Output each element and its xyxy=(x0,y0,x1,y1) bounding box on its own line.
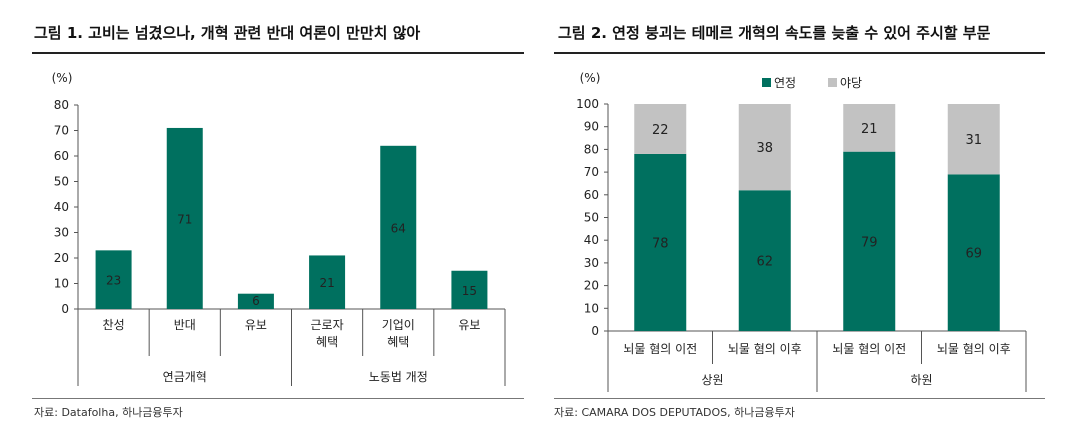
chart-1-y-tick-label: 50 xyxy=(54,175,69,189)
chart-2-y-tick-label: 10 xyxy=(584,301,599,315)
chart-1-category-label: 유보 xyxy=(458,318,480,332)
chart-1-bar xyxy=(309,255,346,309)
chart-2-bar-opposition xyxy=(843,104,896,152)
chart-2-bar-coalition xyxy=(947,174,1000,331)
chart-2-bar-opposition xyxy=(947,104,1000,175)
chart-1-y-tick-label: 40 xyxy=(54,200,69,214)
chart-2-y-tick-label: 70 xyxy=(584,165,599,179)
chart-1-y-tick-label: 30 xyxy=(54,226,69,240)
chart-1-data-label: 15 xyxy=(462,284,477,298)
chart-1-source: 자료: Datafolha, 하나금융투자 xyxy=(34,406,183,419)
chart-2-category-label: 뇌물 혐의 이전 xyxy=(623,342,697,356)
chart-1-bar xyxy=(166,127,203,309)
chart-2-bar-opposition xyxy=(738,104,791,191)
chart-2-bar-opposition xyxy=(634,104,687,154)
chart-1-data-label: 23 xyxy=(106,274,121,288)
chart-1-y-tick-label: 20 xyxy=(54,251,69,265)
chart-2-legend-label: 야당 xyxy=(840,76,862,90)
chart-1-data-label: 71 xyxy=(177,212,192,226)
chart-1-y-tick-label: 10 xyxy=(54,277,69,291)
chart-2-bar-coalition xyxy=(634,153,687,331)
chart-2-data-label: 78 xyxy=(652,236,669,251)
chart-1-group-label: 노동법 개정 xyxy=(369,370,428,384)
chart-2-legend-swatch xyxy=(762,78,771,87)
chart-2-source-rule xyxy=(554,398,1045,399)
chart-1-y-tick-label: 70 xyxy=(54,124,69,138)
chart-2-legend-label: 연정 xyxy=(774,76,796,90)
chart-1-category-label: 기업이 혜택 xyxy=(382,318,415,349)
chart-1-unit-label: (%) xyxy=(52,71,73,85)
chart-panel-1: 그림 1. 고비는 넘겼으나, 개혁 관련 반대 여론이 만만치 않아 (%) 0… xyxy=(0,0,530,439)
chart-1-bar xyxy=(237,293,274,309)
chart-2-group-label: 하원 xyxy=(910,373,932,387)
chart-2-y-tick-label: 60 xyxy=(584,188,599,202)
chart-2-legend-swatch xyxy=(828,78,837,87)
chart-2-data-label: 21 xyxy=(861,122,878,137)
chart-2-data-label: 62 xyxy=(756,255,773,270)
chart-panel-2: 그림 2. 연정 붕괴는 테메르 개혁의 속도를 늦출 수 있어 주시할 부문 … xyxy=(540,0,1071,439)
chart-2-category-label: 뇌물 혐의 이전 xyxy=(832,342,906,356)
chart-2-source: 자료: CAMARA DOS DEPUTADOS, 하나금융투자 xyxy=(554,406,795,419)
chart-1-category-label: 유보 xyxy=(245,318,267,332)
chart-2-y-tick-label: 100 xyxy=(576,97,599,111)
chart-2-category-label: 뇌물 혐의 이후 xyxy=(937,342,1011,356)
chart-2-y-tick-label: 80 xyxy=(584,142,599,156)
chart-2-y-tick-label: 50 xyxy=(584,211,599,225)
chart-1-plot: (%) 0 10 20 30 40 50 60 70 80 23 71 6 21 64 15 찬성 반대 유보 근로자… xyxy=(52,71,506,386)
chart-2-data-label: 22 xyxy=(652,123,669,138)
chart-1-bar xyxy=(451,270,488,309)
chart-1-y-tick-label: 60 xyxy=(54,149,69,163)
chart-2-group-label: 상원 xyxy=(701,373,723,387)
chart-2-bar-coalition xyxy=(738,190,791,331)
chart-1-bar xyxy=(380,145,417,309)
chart-1-y-tick-label: 80 xyxy=(54,98,69,112)
chart-1-title: 그림 1. 고비는 넘겼으나, 개혁 관련 반대 여론이 만만치 않아 xyxy=(34,24,421,42)
chart-2-y-tick-label: 30 xyxy=(584,256,599,270)
chart-2-unit-label: (%) xyxy=(580,71,601,85)
chart-2-y-tick-label: 90 xyxy=(584,120,599,134)
chart-1-data-label: 6 xyxy=(252,294,260,308)
chart-1-title-rule xyxy=(32,52,524,54)
chart-2-data-label: 69 xyxy=(965,247,982,262)
chart-2-y-tick-label: 20 xyxy=(584,279,599,293)
chart-2-y-tick-label: 40 xyxy=(584,233,599,247)
chart-1-category-label: 반대 xyxy=(174,318,196,332)
chart-1-category-label: 찬성 xyxy=(103,317,125,332)
chart-1-data-label: 64 xyxy=(391,221,406,235)
chart-2-data-label: 79 xyxy=(861,235,878,250)
chart-1-y-tick-label: 0 xyxy=(61,302,69,316)
chart-1-source-rule xyxy=(32,398,524,399)
chart-2-data-label: 38 xyxy=(756,141,773,156)
chart-1-group-label: 연금개혁 xyxy=(163,370,207,384)
chart-2-data-label: 31 xyxy=(965,133,982,148)
chart-1-category-label: 근로자 혜택 xyxy=(311,318,344,349)
chart-2-y-tick-label: 0 xyxy=(591,324,599,338)
chart-2-category-label: 뇌물 혐의 이후 xyxy=(728,342,802,356)
chart-2-title-rule xyxy=(554,52,1045,54)
chart-1-bar xyxy=(95,250,132,309)
chart-1-data-label: 21 xyxy=(319,276,334,290)
chart-2-plot: (%) 연정 야당 0 10 20 30 40 50 60 70 80 90 100 78 22 62 38 79 2… xyxy=(576,71,1027,392)
chart-2-title: 그림 2. 연정 붕괴는 테메르 개혁의 속도를 늦출 수 있어 주시할 부문 xyxy=(558,24,991,42)
chart-2-bar-coalition xyxy=(843,151,896,331)
